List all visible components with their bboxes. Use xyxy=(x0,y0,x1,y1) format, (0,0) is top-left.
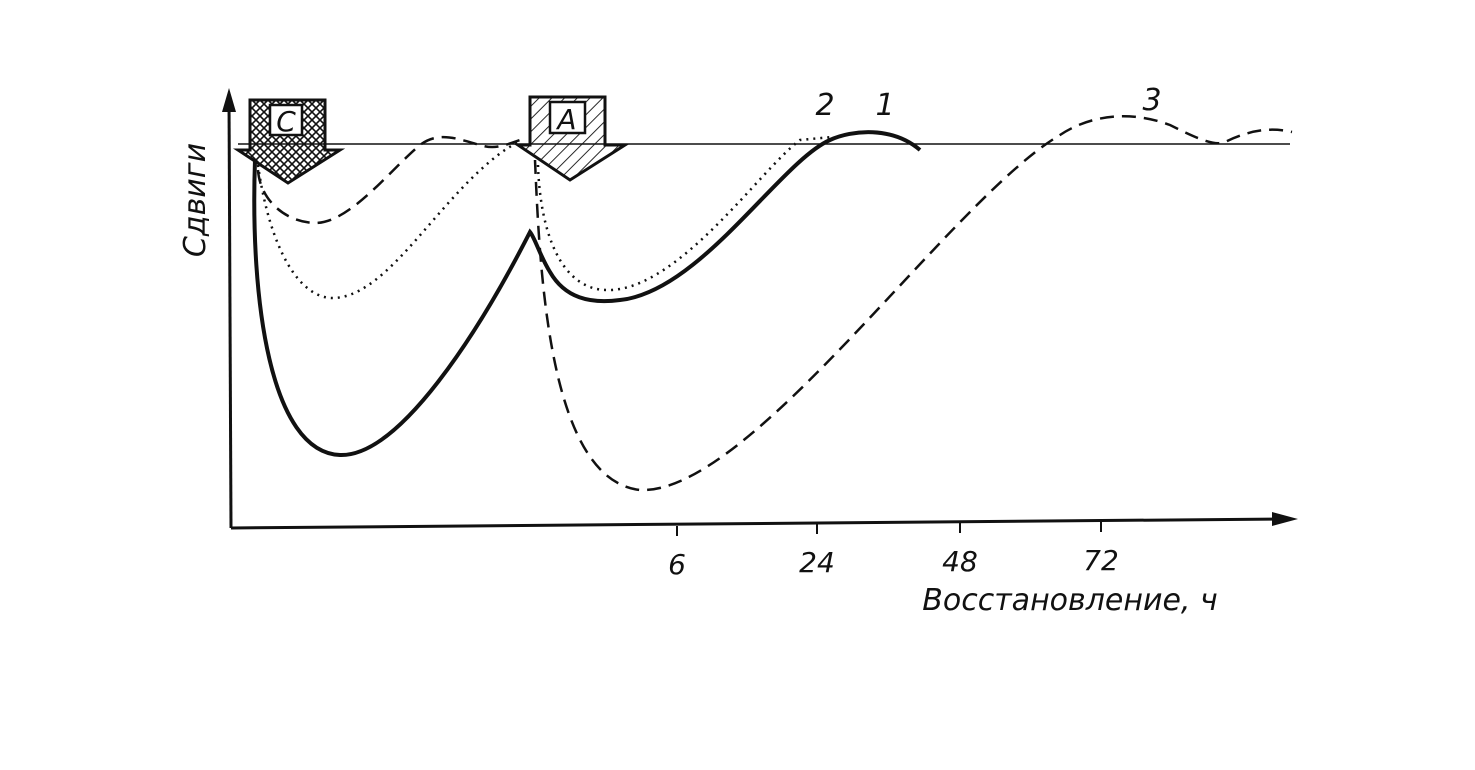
x-tick-label: 6 xyxy=(668,548,686,581)
y-axis-label: Сдвиги xyxy=(178,143,213,257)
x-tick-label: 24 xyxy=(799,546,835,579)
curves xyxy=(252,115,1293,492)
x-tick-label: 48 xyxy=(942,545,978,578)
curve-label: 1 xyxy=(875,88,894,123)
x-tick-label: 72 xyxy=(1083,544,1119,577)
curve-2 xyxy=(256,135,833,300)
axes xyxy=(222,88,1298,536)
curve-1 xyxy=(252,130,922,458)
curve-3 xyxy=(256,115,1293,492)
arrow-c: С xyxy=(233,98,346,185)
curve-label: 3 xyxy=(1142,83,1161,118)
arrow-label: А xyxy=(555,103,576,136)
arrow-label: С xyxy=(276,105,296,138)
arrow-a: А xyxy=(513,95,631,182)
x-axis-label: Восстановление, ч xyxy=(922,583,1217,618)
curve-label: 2 xyxy=(815,88,834,123)
